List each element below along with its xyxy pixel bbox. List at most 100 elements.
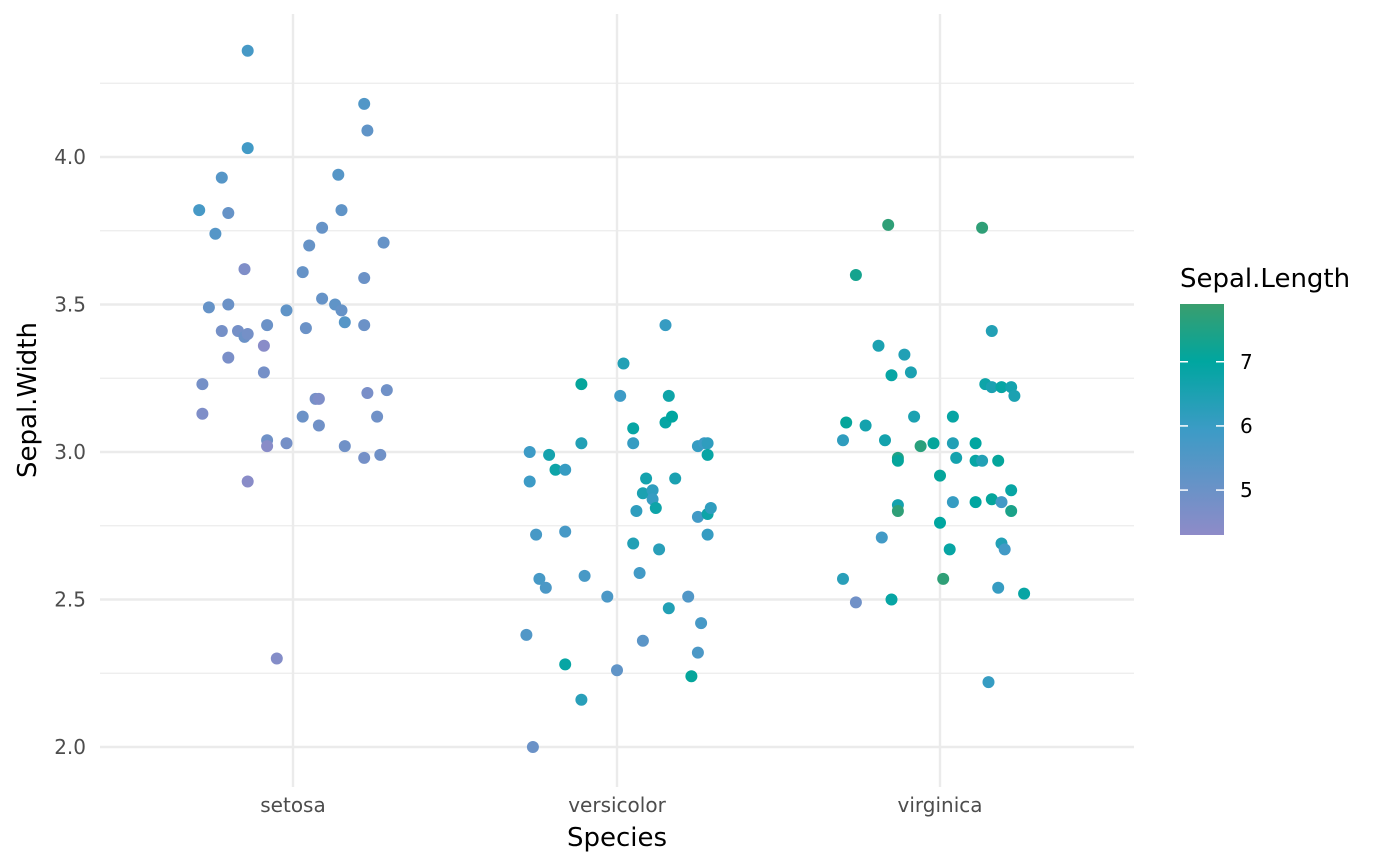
data-point: [209, 227, 222, 240]
data-point: [358, 451, 371, 464]
data-point: [530, 528, 543, 541]
data-point: [316, 292, 329, 305]
data-point: [358, 272, 371, 284]
data-point: [691, 646, 704, 659]
data-point: [241, 142, 254, 155]
x-axis-ticks: setosa versicolor virginica: [260, 793, 982, 817]
data-point: [946, 496, 959, 509]
y-tick-label: 2.0: [54, 735, 86, 759]
data-point: [559, 658, 572, 671]
data-point: [849, 269, 862, 281]
data-point: [840, 416, 853, 429]
data-point: [659, 319, 672, 332]
data-point: [338, 440, 351, 453]
data-point: [523, 475, 536, 488]
data-point: [1005, 484, 1018, 497]
data-point: [976, 454, 989, 467]
y-tick-label: 3.0: [54, 440, 86, 464]
data-point: [312, 392, 325, 405]
data-point: [649, 502, 662, 514]
data-point: [627, 537, 640, 550]
data-point: [969, 437, 982, 450]
data-point: [992, 454, 1005, 467]
data-point: [950, 451, 963, 464]
data-point: [238, 263, 251, 276]
data-point: [1005, 505, 1018, 517]
data-point: [215, 171, 228, 184]
data-point: [296, 410, 309, 423]
data-point: [374, 448, 387, 461]
data-point: [196, 407, 209, 420]
legend-colorbar: [1180, 304, 1224, 535]
data-point: [908, 410, 921, 423]
data-point: [361, 124, 374, 137]
data-point: [358, 319, 371, 332]
data-point: [215, 325, 228, 337]
data-point: [837, 434, 849, 447]
data-point: [627, 437, 640, 450]
legend-title: Sepal.Length: [1180, 264, 1350, 294]
data-point: [1018, 587, 1031, 600]
data-point: [701, 528, 714, 541]
data-point: [358, 97, 371, 110]
data-point: [885, 369, 898, 382]
data-point: [270, 652, 283, 665]
data-point: [526, 741, 539, 753]
data-point: [872, 339, 885, 352]
data-point: [523, 446, 536, 458]
data-point: [316, 221, 329, 234]
data-point: [640, 472, 653, 485]
x-axis-title: Species: [567, 823, 667, 853]
y-tick-label: 3.5: [54, 293, 86, 317]
data-point: [617, 357, 630, 370]
data-point: [575, 378, 588, 391]
data-point: [682, 590, 695, 603]
data-point: [371, 410, 384, 423]
data-point: [898, 348, 911, 361]
data-point: [985, 325, 998, 337]
data-point: [849, 596, 862, 609]
data-point: [614, 389, 627, 402]
data-point: [669, 472, 682, 485]
data-point: [611, 664, 623, 677]
x-tick-label: versicolor: [568, 793, 666, 817]
data-point: [332, 168, 345, 181]
y-axis-title: Sepal.Width: [13, 322, 43, 478]
data-point: [533, 572, 546, 585]
data-point: [995, 381, 1008, 394]
x-tick-label: setosa: [260, 793, 325, 817]
data-point: [636, 634, 649, 647]
data-point: [982, 676, 995, 689]
data-point: [691, 510, 704, 523]
data-point: [312, 419, 325, 432]
data-point: [257, 366, 270, 379]
data-point: [992, 581, 1005, 594]
legend-tick-label: 6: [1240, 414, 1253, 438]
data-point: [261, 440, 274, 453]
data-point: [338, 316, 351, 329]
data-point: [627, 422, 640, 435]
data-point: [196, 378, 209, 391]
data-point: [666, 410, 678, 423]
data-point: [937, 572, 950, 585]
data-point: [630, 505, 643, 517]
data-point: [559, 463, 572, 476]
data-point: [885, 593, 898, 606]
data-point: [985, 493, 998, 506]
data-point: [636, 487, 649, 500]
data-point: [241, 44, 254, 57]
data-point: [280, 437, 293, 450]
data-point: [976, 221, 989, 234]
data-point: [891, 505, 904, 517]
data-point: [222, 207, 235, 219]
data-point: [633, 567, 646, 579]
data-point: [904, 366, 917, 379]
data-point: [934, 516, 946, 529]
data-point: [985, 381, 998, 394]
data-point: [995, 496, 1008, 509]
data-point: [377, 236, 390, 249]
data-point: [943, 543, 956, 556]
data-point: [575, 693, 588, 706]
data-point: [701, 448, 714, 461]
